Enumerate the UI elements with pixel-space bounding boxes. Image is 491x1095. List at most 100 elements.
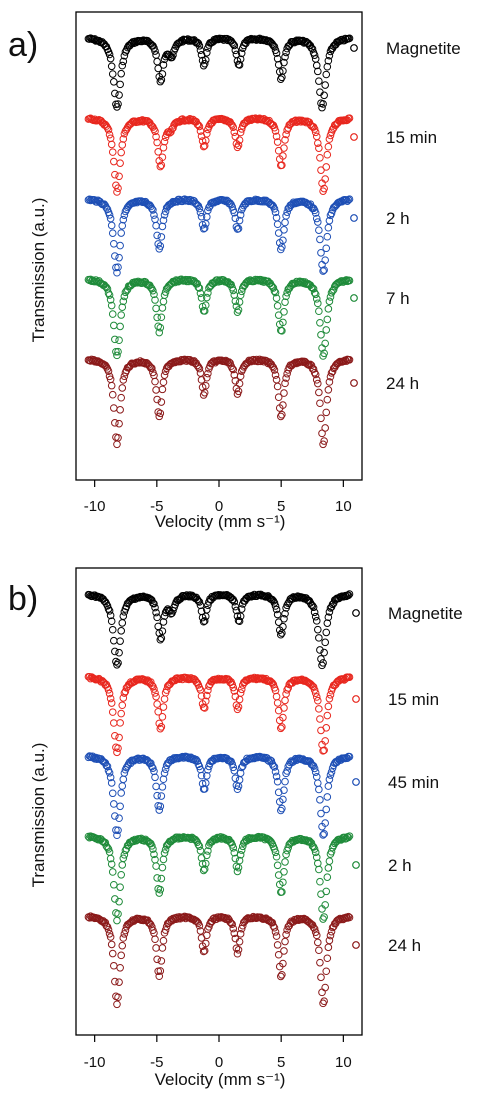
data-point bbox=[323, 62, 332, 71]
data-point bbox=[115, 336, 123, 345]
data-point bbox=[313, 379, 322, 388]
data-point bbox=[157, 723, 166, 731]
data-point bbox=[116, 637, 124, 645]
data-point bbox=[233, 949, 242, 958]
data-point bbox=[345, 114, 354, 122]
panel-a-ylabel: Transmission (a.u.) bbox=[29, 198, 48, 343]
data-point bbox=[325, 775, 334, 784]
data-point bbox=[121, 48, 130, 56]
data-point bbox=[238, 921, 247, 930]
data-point bbox=[328, 367, 337, 376]
data-point bbox=[273, 138, 282, 146]
data-point bbox=[112, 347, 120, 356]
data-point bbox=[103, 762, 112, 771]
data-point bbox=[138, 915, 147, 924]
data-point bbox=[169, 51, 177, 59]
data-point bbox=[169, 124, 177, 132]
data-point bbox=[159, 216, 168, 225]
data-point bbox=[307, 601, 316, 609]
data-point bbox=[160, 211, 169, 219]
data-point bbox=[271, 848, 280, 857]
data-point bbox=[160, 137, 169, 146]
data-point bbox=[317, 166, 325, 174]
data-point bbox=[118, 861, 127, 869]
data-point bbox=[268, 918, 277, 927]
data-point bbox=[108, 868, 117, 876]
data-point bbox=[267, 838, 276, 847]
data-point bbox=[315, 785, 323, 794]
data-point bbox=[197, 212, 206, 221]
data-point bbox=[253, 275, 262, 284]
data-point bbox=[279, 878, 287, 887]
data-point bbox=[153, 138, 161, 147]
data-point bbox=[327, 369, 336, 377]
legend-marker bbox=[352, 695, 360, 703]
x-tick-label: -5 bbox=[150, 1054, 163, 1071]
data-point bbox=[344, 591, 353, 600]
data-point bbox=[231, 297, 240, 305]
data-point bbox=[196, 208, 205, 217]
data-point bbox=[344, 912, 353, 921]
data-point bbox=[318, 988, 326, 997]
data-point bbox=[274, 618, 283, 626]
data-point bbox=[158, 713, 167, 721]
data-point bbox=[310, 686, 319, 694]
data-point bbox=[107, 940, 116, 949]
data-point bbox=[196, 369, 205, 377]
data-point bbox=[273, 302, 282, 310]
data-point bbox=[279, 152, 287, 160]
legend-label: 2 h bbox=[386, 209, 410, 228]
data-point bbox=[108, 70, 117, 78]
data-point bbox=[140, 358, 149, 367]
data-point bbox=[152, 692, 160, 701]
data-point bbox=[323, 150, 332, 159]
data-point bbox=[229, 844, 238, 852]
data-point bbox=[235, 61, 244, 69]
data-point bbox=[271, 127, 280, 135]
data-point bbox=[153, 313, 161, 322]
data-point bbox=[149, 286, 157, 295]
data-point bbox=[103, 843, 112, 852]
data-point bbox=[203, 373, 211, 382]
data-point bbox=[324, 56, 333, 65]
data-point bbox=[102, 204, 111, 212]
data-point bbox=[115, 648, 123, 657]
data-point bbox=[195, 842, 204, 851]
data-point bbox=[117, 870, 125, 879]
data-point bbox=[225, 358, 233, 366]
data-point bbox=[157, 233, 166, 241]
panel-b-series bbox=[84, 590, 354, 1009]
data-point bbox=[233, 867, 242, 876]
data-point bbox=[319, 440, 327, 449]
data-point bbox=[281, 609, 289, 618]
data-point bbox=[272, 132, 281, 141]
data-point bbox=[159, 936, 168, 945]
data-point bbox=[231, 602, 240, 611]
data-point bbox=[101, 282, 110, 291]
data-point bbox=[316, 958, 324, 967]
data-point bbox=[107, 221, 116, 230]
data-point bbox=[323, 873, 332, 881]
data-point bbox=[325, 694, 334, 703]
data-point bbox=[270, 123, 279, 132]
data-point bbox=[105, 211, 114, 219]
data-point bbox=[195, 921, 204, 930]
data-point bbox=[322, 244, 331, 253]
data-point bbox=[106, 773, 115, 782]
data-point bbox=[311, 128, 320, 137]
series-4 bbox=[84, 355, 354, 449]
data-point bbox=[270, 599, 279, 607]
data-point bbox=[195, 284, 204, 292]
data-point bbox=[271, 371, 280, 379]
data-point bbox=[301, 117, 309, 126]
data-point bbox=[310, 608, 319, 617]
data-point bbox=[159, 61, 168, 69]
data-point bbox=[156, 77, 165, 86]
x-tick-label: -10 bbox=[84, 1054, 106, 1071]
data-point bbox=[201, 859, 210, 868]
data-point bbox=[104, 686, 113, 694]
data-point bbox=[118, 303, 127, 311]
data-point bbox=[117, 951, 125, 960]
data-point bbox=[119, 854, 128, 863]
data-point bbox=[318, 103, 326, 112]
